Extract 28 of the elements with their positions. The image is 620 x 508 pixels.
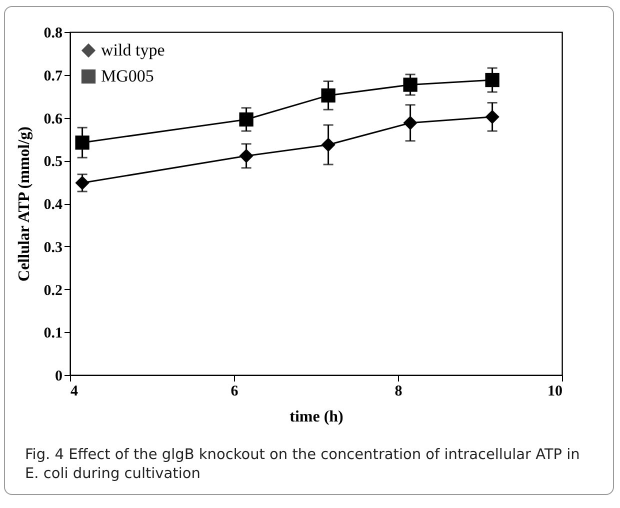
y-tick-label: 0.4: [44, 197, 63, 213]
x-tick-label: 8: [394, 384, 402, 400]
point: [239, 112, 254, 127]
y-tick-label: 0.2: [44, 282, 62, 299]
legend-label: MG005: [101, 66, 154, 86]
point: [403, 78, 418, 92]
x-tick-label: 6: [230, 384, 239, 400]
point: [321, 88, 336, 103]
x-axis-title: time (h): [290, 408, 344, 426]
x-tick-label: 10: [548, 384, 562, 400]
y-tick-label: 0: [55, 368, 62, 384]
y-tick-label: 0.7: [44, 68, 63, 84]
point: [485, 110, 500, 124]
point: [321, 138, 336, 152]
point: [75, 176, 90, 190]
x-tick-label: 4: [70, 384, 78, 400]
point: [403, 116, 418, 130]
point: [485, 72, 500, 88]
caption: Fig. 4 Effect of the glgB knockout on the concentration of intracellular ATP in E. coli during cultivation: [25, 446, 581, 484]
point: [75, 136, 90, 150]
point: [239, 148, 254, 163]
y-tick-label: 0.5: [44, 154, 62, 170]
y-axis-title: Cellular ATP (mmol/g): [16, 126, 33, 282]
y-tick-label: 0.1: [44, 326, 62, 342]
legend-label: wild type: [101, 40, 165, 60]
y-tick-label: 0.8: [44, 26, 62, 42]
y-tick-label: 0.3: [44, 240, 62, 256]
y-tick-label: 0.6: [44, 111, 63, 128]
